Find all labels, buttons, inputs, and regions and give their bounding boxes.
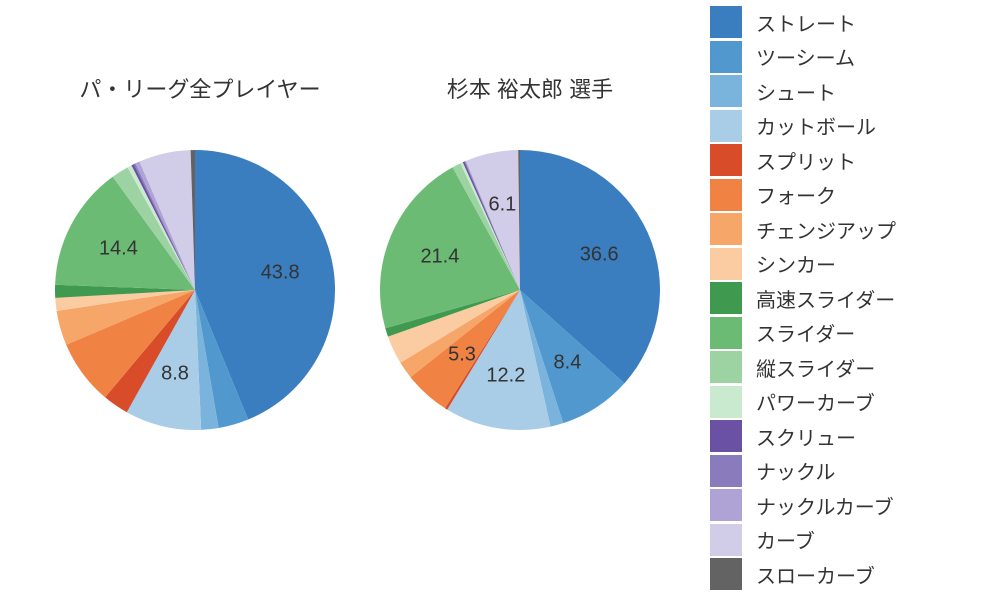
legend-item: 縦スライダー [710,350,990,385]
pie-slice-label: 5.3 [448,343,476,366]
legend-item: スローカーブ [710,557,990,592]
legend: ストレートツーシームシュートカットボールスプリットフォークチェンジアップシンカー… [710,0,990,600]
legend-swatch [710,75,742,107]
legend-label: スクリュー [756,422,856,451]
legend-item: チェンジアップ [710,212,990,247]
legend-swatch [710,524,742,556]
legend-swatch [710,282,742,314]
legend-label: シュート [756,77,836,106]
legend-label: カットボール [756,111,876,140]
legend-label: スローカーブ [756,560,875,589]
pie-slice-label: 8.8 [161,363,189,386]
legend-swatch [710,144,742,176]
pie-title: パ・リーグ全プレイヤー [60,72,340,104]
legend-label: パワーカーブ [756,387,875,416]
pie-slice-label: 21.4 [420,245,459,268]
legend-label: 縦スライダー [756,353,875,382]
legend-item: フォーク [710,178,990,213]
legend-label: スプリット [756,146,856,175]
legend-swatch [710,179,742,211]
pie-slice-label: 12.2 [486,364,525,387]
legend-swatch [710,351,742,383]
legend-swatch [710,455,742,487]
legend-item: スクリュー [710,419,990,454]
legend-swatch [710,6,742,38]
legend-item: カーブ [710,523,990,558]
pie-slice-label: 43.8 [261,262,300,285]
legend-item: ストレート [710,5,990,40]
pie-title: 杉本 裕太郎 選手 [390,72,670,104]
legend-swatch [710,41,742,73]
legend-item: ナックルカーブ [710,488,990,523]
pie-slice-label: 36.6 [580,243,619,266]
legend-swatch [710,558,742,590]
legend-item: スプリット [710,143,990,178]
legend-swatch [710,317,742,349]
pie-slice-label: 6.1 [488,194,516,217]
pie-slice-label: 8.4 [554,351,582,374]
legend-swatch [710,489,742,521]
legend-item: ナックル [710,454,990,489]
legend-swatch [710,420,742,452]
legend-item: カットボール [710,109,990,144]
legend-label: シンカー [756,249,836,278]
legend-label: チェンジアップ [756,215,896,244]
legend-label: 高速スライダー [756,284,895,313]
legend-item: ツーシーム [710,40,990,75]
legend-item: スライダー [710,316,990,351]
legend-label: ナックルカーブ [756,491,894,520]
legend-swatch [710,110,742,142]
legend-swatch [710,386,742,418]
legend-label: ナックル [756,456,835,485]
legend-swatch [710,248,742,280]
legend-item: シュート [710,74,990,109]
legend-item: シンカー [710,247,990,282]
legend-label: スライダー [756,318,855,347]
legend-label: フォーク [756,180,836,209]
legend-label: ツーシーム [756,42,855,71]
legend-item: 高速スライダー [710,281,990,316]
legend-swatch [710,213,742,245]
legend-label: ストレート [756,8,856,37]
legend-label: カーブ [756,525,815,554]
pie-slice-label: 14.4 [99,238,138,261]
legend-item: パワーカーブ [710,385,990,420]
